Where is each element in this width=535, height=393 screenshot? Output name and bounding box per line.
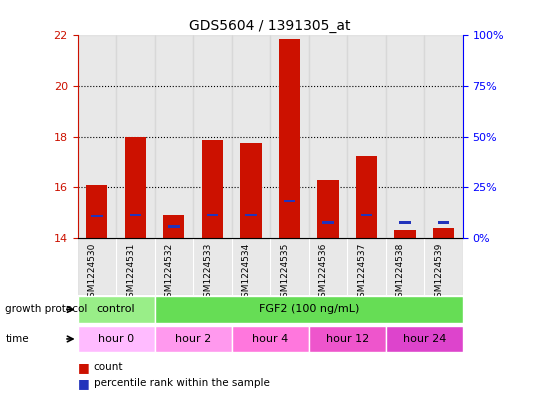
Bar	[155, 326, 232, 352]
Text: hour 0: hour 0	[98, 334, 134, 344]
Bar	[116, 35, 155, 238]
Bar	[309, 35, 347, 238]
Text: GSM1224535: GSM1224535	[280, 242, 289, 303]
Text: count: count	[94, 362, 123, 373]
Bar	[309, 326, 386, 352]
Text: hour 2: hour 2	[175, 334, 211, 344]
Bar	[284, 200, 295, 202]
Bar	[424, 238, 463, 295]
Bar	[232, 326, 309, 352]
Bar	[438, 221, 449, 224]
Bar	[193, 238, 232, 295]
Bar	[386, 35, 424, 238]
Bar	[125, 136, 146, 238]
Bar	[163, 215, 185, 238]
Bar	[155, 238, 193, 295]
Text: hour 4: hour 4	[252, 334, 288, 344]
Text: ■: ■	[78, 376, 89, 390]
Bar	[232, 35, 270, 238]
Bar	[86, 185, 108, 238]
Bar	[347, 238, 386, 295]
Bar	[424, 35, 463, 238]
Bar	[322, 221, 334, 224]
Bar	[386, 326, 463, 352]
Text: time: time	[5, 334, 29, 344]
Bar	[433, 228, 454, 238]
Bar	[399, 221, 411, 224]
Bar	[317, 180, 339, 238]
Bar	[232, 238, 270, 295]
Bar	[78, 35, 116, 238]
Bar	[386, 238, 424, 295]
Text: percentile rank within the sample: percentile rank within the sample	[94, 378, 270, 388]
Bar	[361, 214, 372, 216]
Bar	[168, 225, 180, 228]
Bar	[356, 156, 377, 238]
Text: GSM1224533: GSM1224533	[203, 242, 212, 303]
Text: GSM1224537: GSM1224537	[357, 242, 366, 303]
Bar	[394, 230, 416, 238]
Bar	[129, 214, 141, 216]
Text: ■: ■	[78, 361, 89, 374]
Text: GSM1224538: GSM1224538	[396, 242, 405, 303]
Text: GSM1224539: GSM1224539	[434, 242, 444, 303]
Bar	[309, 238, 347, 295]
Text: hour 12: hour 12	[326, 334, 369, 344]
Text: GSM1224534: GSM1224534	[242, 242, 251, 303]
Bar	[245, 214, 257, 216]
Text: GSM1224531: GSM1224531	[126, 242, 135, 303]
Text: GSM1224530: GSM1224530	[88, 242, 97, 303]
Bar	[155, 296, 463, 323]
Bar	[347, 35, 386, 238]
Text: GSM1224536: GSM1224536	[319, 242, 328, 303]
Text: FGF2 (100 ng/mL): FGF2 (100 ng/mL)	[258, 305, 359, 314]
Bar	[270, 35, 309, 238]
Bar	[78, 296, 155, 323]
Bar	[116, 238, 155, 295]
Bar	[207, 214, 218, 216]
Bar	[279, 39, 300, 238]
Bar	[202, 140, 223, 238]
Bar	[78, 326, 155, 352]
Bar	[91, 215, 103, 217]
Bar	[193, 35, 232, 238]
Text: GSM1224532: GSM1224532	[165, 242, 174, 303]
Text: hour 24: hour 24	[402, 334, 446, 344]
Bar	[270, 238, 309, 295]
Text: control: control	[97, 305, 135, 314]
Bar	[240, 143, 262, 238]
Bar	[155, 35, 193, 238]
Text: growth protocol: growth protocol	[5, 305, 88, 314]
Bar	[78, 238, 116, 295]
Title: GDS5604 / 1391305_at: GDS5604 / 1391305_at	[189, 19, 351, 33]
